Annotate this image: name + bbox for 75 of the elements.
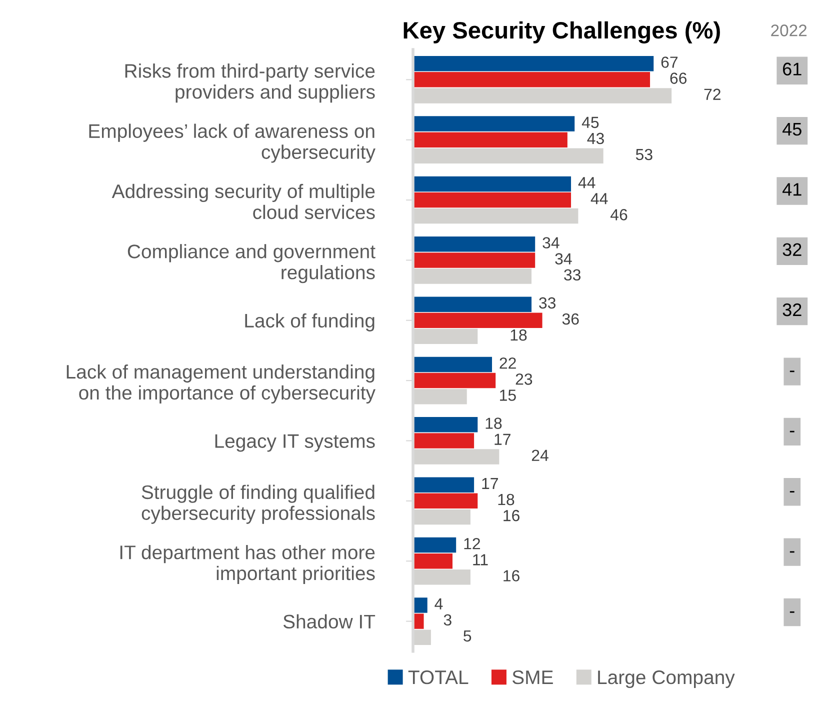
text: 41 xyxy=(782,183,802,196)
data-label: 46 xyxy=(610,209,628,220)
data-label: 53 xyxy=(636,148,652,160)
data-label: 15 xyxy=(500,390,516,401)
data-label: 66 xyxy=(670,72,687,84)
bar xyxy=(413,356,492,372)
bar xyxy=(413,493,478,509)
legend-label: SME xyxy=(512,670,553,684)
data-label: 33 xyxy=(564,269,581,281)
y-tick-label: Lack of funding xyxy=(245,313,374,332)
bar xyxy=(413,236,536,252)
bar xyxy=(413,614,424,629)
y-tick-label: Addressing security of multiple cloud services xyxy=(112,184,375,220)
bar xyxy=(413,56,654,72)
data-label: 11 xyxy=(473,554,488,566)
text: - xyxy=(790,430,794,432)
data-label: 34 xyxy=(542,237,560,248)
data-label: 18 xyxy=(510,329,527,341)
text: 32 xyxy=(782,303,802,316)
text: - xyxy=(790,551,794,553)
text: 45 xyxy=(782,123,802,136)
text: - xyxy=(790,611,794,613)
y-tick-label: Risks from third-party service providers and suppliers xyxy=(125,64,375,103)
data-label: 18 xyxy=(486,418,502,429)
data-label: 67 xyxy=(661,56,678,68)
y-tick-label: Lack of management understanding on the importance of cybersecurity xyxy=(66,364,376,404)
data-label: 17 xyxy=(494,434,510,445)
data-label: 12 xyxy=(464,538,480,550)
y-tick-label: IT department has other more important priorities xyxy=(120,544,375,584)
data-label: 23 xyxy=(516,374,532,385)
bar xyxy=(413,417,478,432)
data-label: 44 xyxy=(578,177,596,188)
data-label: 34 xyxy=(555,253,572,264)
data-label: 24 xyxy=(532,450,548,461)
text: - xyxy=(790,491,794,492)
data-label: 36 xyxy=(562,313,579,325)
data-label: 45 xyxy=(582,116,599,128)
data-label: 16 xyxy=(504,510,520,522)
text: 2022 xyxy=(771,24,807,36)
bar xyxy=(413,72,650,88)
text: 32 xyxy=(782,243,802,256)
bar xyxy=(413,553,453,569)
chart-title: Key Security Challenges (%) xyxy=(404,21,720,44)
data-label: 4 xyxy=(434,598,443,610)
data-label: 33 xyxy=(539,297,556,309)
bar xyxy=(413,537,456,553)
data-label: 5 xyxy=(464,630,472,642)
y-tick-label: Compliance and government regulations xyxy=(128,244,376,284)
bar xyxy=(413,116,575,132)
bar xyxy=(413,132,568,148)
bar xyxy=(413,598,428,613)
data-label: 16 xyxy=(504,570,520,582)
bar xyxy=(413,192,572,208)
y-tick-label: Employees’ lack of awareness on cybersecurity xyxy=(89,124,376,163)
legend-label: Large Company xyxy=(598,670,735,688)
text: - xyxy=(790,370,794,372)
bar xyxy=(413,312,542,328)
bar xyxy=(413,433,474,448)
data-label: 18 xyxy=(498,494,514,506)
data-label: 3 xyxy=(444,614,452,626)
data-label: 22 xyxy=(500,357,516,369)
y-tick-label: Shadow IT xyxy=(283,614,376,629)
data-label: 17 xyxy=(482,478,498,489)
y-tick-label: Struggle of finding qualified cybersecurity professionals xyxy=(142,484,375,524)
text: 61 xyxy=(783,62,802,76)
y-tick-label: Legacy IT systems xyxy=(215,434,375,452)
data-label: 44 xyxy=(590,193,608,204)
bar xyxy=(413,252,536,268)
bar xyxy=(413,296,532,312)
data-label: 43 xyxy=(587,132,604,144)
bar xyxy=(413,477,474,492)
bar xyxy=(413,372,496,388)
legend-label: TOTAL xyxy=(408,670,468,684)
data-label: 72 xyxy=(704,88,720,100)
bar xyxy=(413,176,572,192)
